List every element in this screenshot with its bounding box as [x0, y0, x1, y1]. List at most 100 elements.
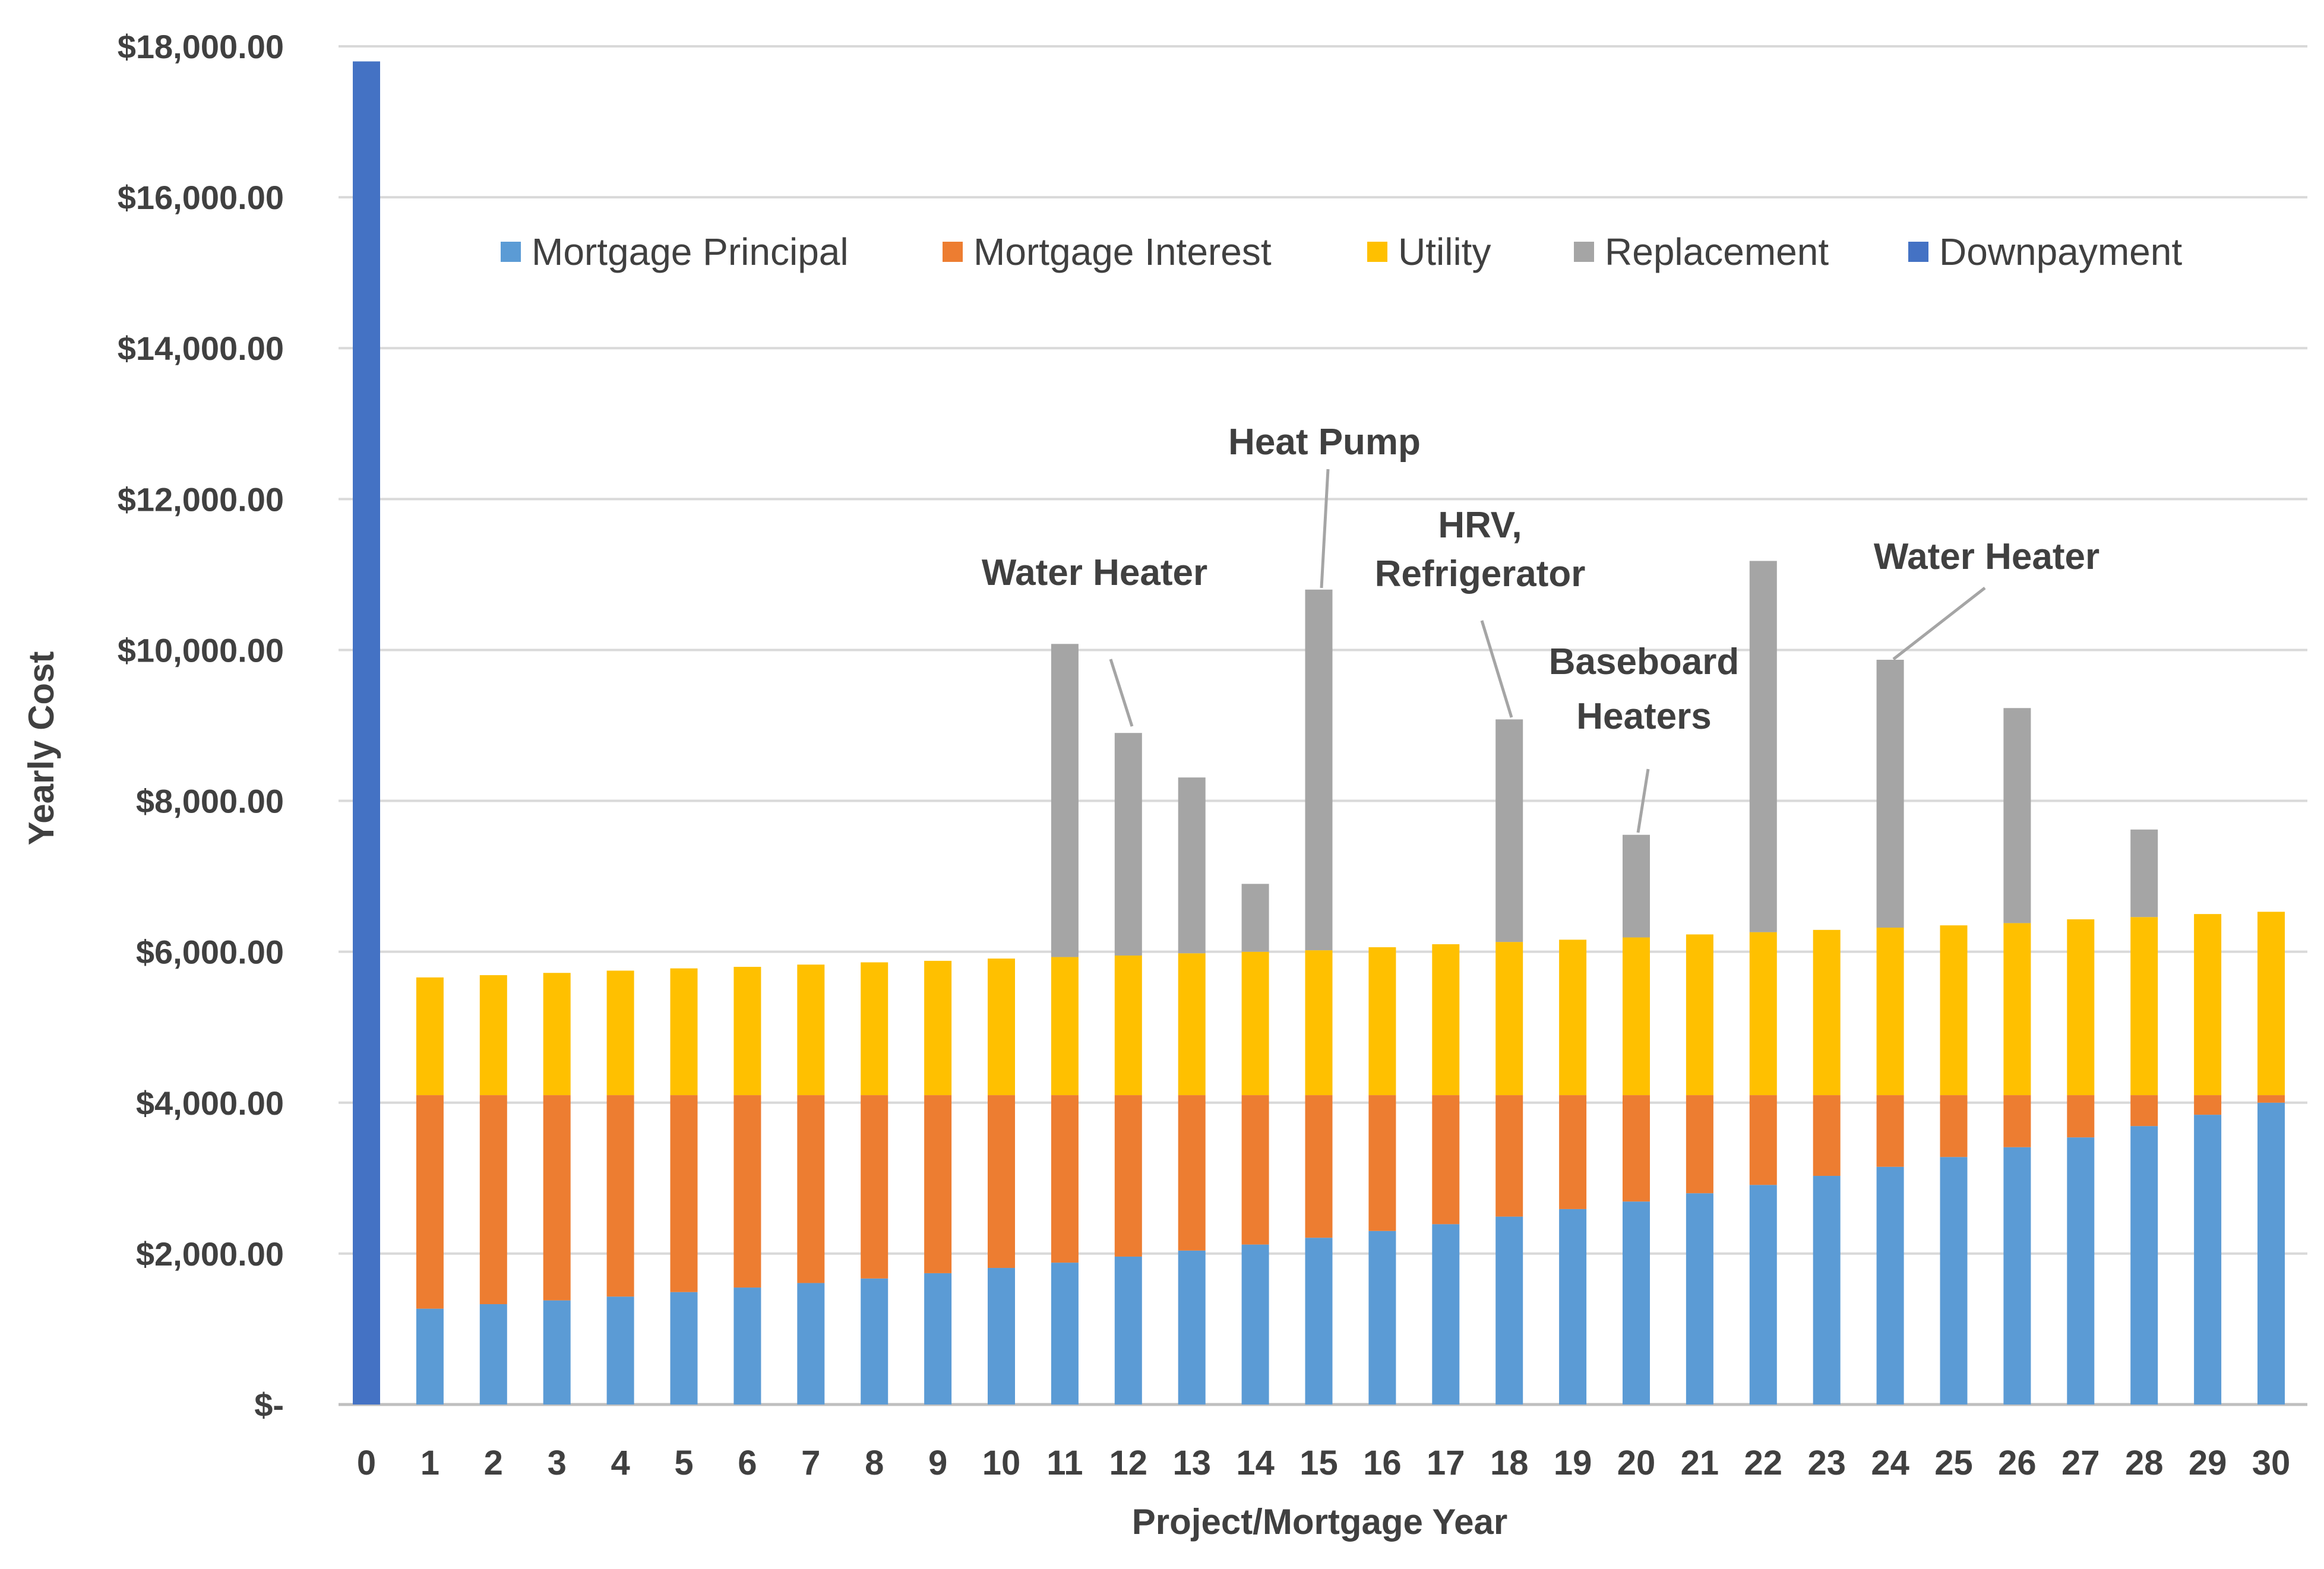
bar-segment	[1495, 719, 1523, 942]
bar-segment	[1940, 1095, 1968, 1157]
y-tick-label: $12,000.00	[118, 480, 284, 518]
bar-segment	[1241, 951, 1269, 1096]
x-tick-label: 15	[1299, 1444, 1338, 1482]
bar-segment	[988, 1268, 1015, 1404]
bar-segment	[1686, 1095, 1713, 1194]
bar-segment	[1368, 1095, 1396, 1231]
x-tick-label: 14	[1236, 1444, 1275, 1482]
annotation-label: Refrigerator	[1375, 553, 1586, 594]
bar-segment	[1305, 1095, 1333, 1238]
x-tick-label: 24	[1871, 1444, 1909, 1482]
bar-segment	[2067, 1095, 2095, 1138]
bar-segment	[543, 1095, 571, 1301]
bar-segment	[924, 960, 952, 1096]
x-tick-labels: 0 1 2 3 4 5 6 7 8 9 10 11 12 13 14 15 16 17 18 19 20 21 22 23 24…	[357, 1444, 2290, 1482]
bar-segment	[1051, 644, 1079, 957]
bar-segment	[1178, 953, 1206, 1096]
annotation-label: Heat Pump	[1228, 422, 1421, 463]
y-tick-label: $4,000.00	[136, 1084, 284, 1122]
bar-segment	[353, 61, 380, 1404]
annotation-label: Water Heater	[982, 552, 1207, 593]
bar-segment	[2067, 919, 2095, 1096]
bar-segment	[1686, 934, 1713, 1096]
bar-segment	[988, 1095, 1015, 1269]
bar-segment	[1940, 1157, 1968, 1404]
bar-segment	[2194, 914, 2222, 1096]
bar-segment	[479, 1095, 507, 1305]
legend-swatch	[943, 242, 963, 262]
bar-segment	[1749, 1185, 1777, 1404]
x-tick-label: 20	[1617, 1444, 1656, 1482]
x-tick-label: 27	[2061, 1444, 2100, 1482]
annotation-leader-line	[1109, 659, 1134, 727]
x-tick-label: 3	[548, 1444, 567, 1482]
y-tick-label: $18,000.00	[118, 28, 284, 65]
bar-segment	[1241, 1095, 1269, 1245]
bar-segment	[1559, 1209, 1587, 1404]
bar-segment	[670, 1292, 698, 1404]
legend-label: Mortgage Interest	[973, 230, 1272, 273]
legend: Mortgage Principal Mortgage Interest Utili…	[501, 230, 2182, 273]
bar-segment	[1368, 947, 1396, 1096]
bar-segment	[543, 1300, 571, 1404]
bar-segment	[797, 964, 825, 1096]
bar-segment	[416, 1308, 444, 1404]
bar-segment	[1813, 1176, 1841, 1404]
bar-segment	[1114, 1256, 1142, 1404]
x-tick-label: 22	[1744, 1444, 1783, 1482]
bar-segment	[416, 977, 444, 1096]
legend-label: Mortgage Principal	[532, 230, 849, 273]
x-tick-label: 7	[801, 1444, 820, 1482]
bar-segment	[2257, 912, 2285, 1096]
bar-segment	[924, 1095, 952, 1273]
legend-label: Replacement	[1605, 230, 1829, 273]
bar-segment	[1940, 925, 1968, 1096]
bar-segment	[1241, 884, 1269, 952]
legend-swatch	[501, 242, 521, 262]
bar-segment	[1686, 1193, 1713, 1404]
bar-segment	[1114, 956, 1142, 1096]
bar-segment	[2257, 1102, 2285, 1404]
bar-segment	[1876, 928, 1904, 1096]
annotation-leader-line	[1892, 587, 1986, 660]
x-tick-label: 23	[1807, 1444, 1846, 1482]
y-tick-label: $16,000.00	[118, 179, 284, 216]
bar-segment	[1623, 1201, 1650, 1404]
legend-swatch	[1367, 242, 1387, 262]
bar-segment	[1623, 1095, 1650, 1202]
bar-segment	[1051, 957, 1079, 1096]
bar-segment	[1749, 561, 1777, 932]
bar-segment	[2257, 1095, 2285, 1103]
y-tick-label: $6,000.00	[136, 934, 284, 971]
bar-segment	[861, 1278, 889, 1404]
bar-segment	[1495, 942, 1523, 1096]
bar-segment	[606, 1296, 634, 1404]
x-tick-label: 18	[1490, 1444, 1529, 1482]
bars	[353, 61, 2285, 1404]
x-tick-label: 28	[2125, 1444, 2164, 1482]
bar-segment	[606, 1095, 634, 1297]
bar-segment	[1559, 1095, 1587, 1209]
legend-label: Downpayment	[1939, 230, 2182, 273]
bar-segment	[2194, 1095, 2222, 1115]
bar-segment	[2003, 1095, 2031, 1147]
bar-segment	[1876, 659, 1904, 928]
bar-segment	[2130, 1095, 2158, 1127]
bar-segment	[1432, 1224, 1460, 1404]
bar-segment	[924, 1273, 952, 1404]
bar-segment	[2003, 923, 2031, 1096]
bar-segment	[1051, 1095, 1079, 1263]
annotations: Water Heater Heat Pump HRV, Refrigerator Bas…	[982, 422, 2099, 833]
bar-segment	[1495, 1095, 1523, 1217]
bar-segment	[479, 975, 507, 1096]
annotation-leader-line	[1636, 768, 1650, 833]
bar-segment	[1114, 733, 1142, 956]
bar-segment	[733, 1095, 761, 1288]
y-tick-label: $8,000.00	[136, 783, 284, 820]
bar-segment	[861, 1095, 889, 1279]
bar-segment	[416, 1095, 444, 1309]
bar-segment	[797, 1283, 825, 1404]
x-tick-label: 11	[1046, 1444, 1083, 1482]
